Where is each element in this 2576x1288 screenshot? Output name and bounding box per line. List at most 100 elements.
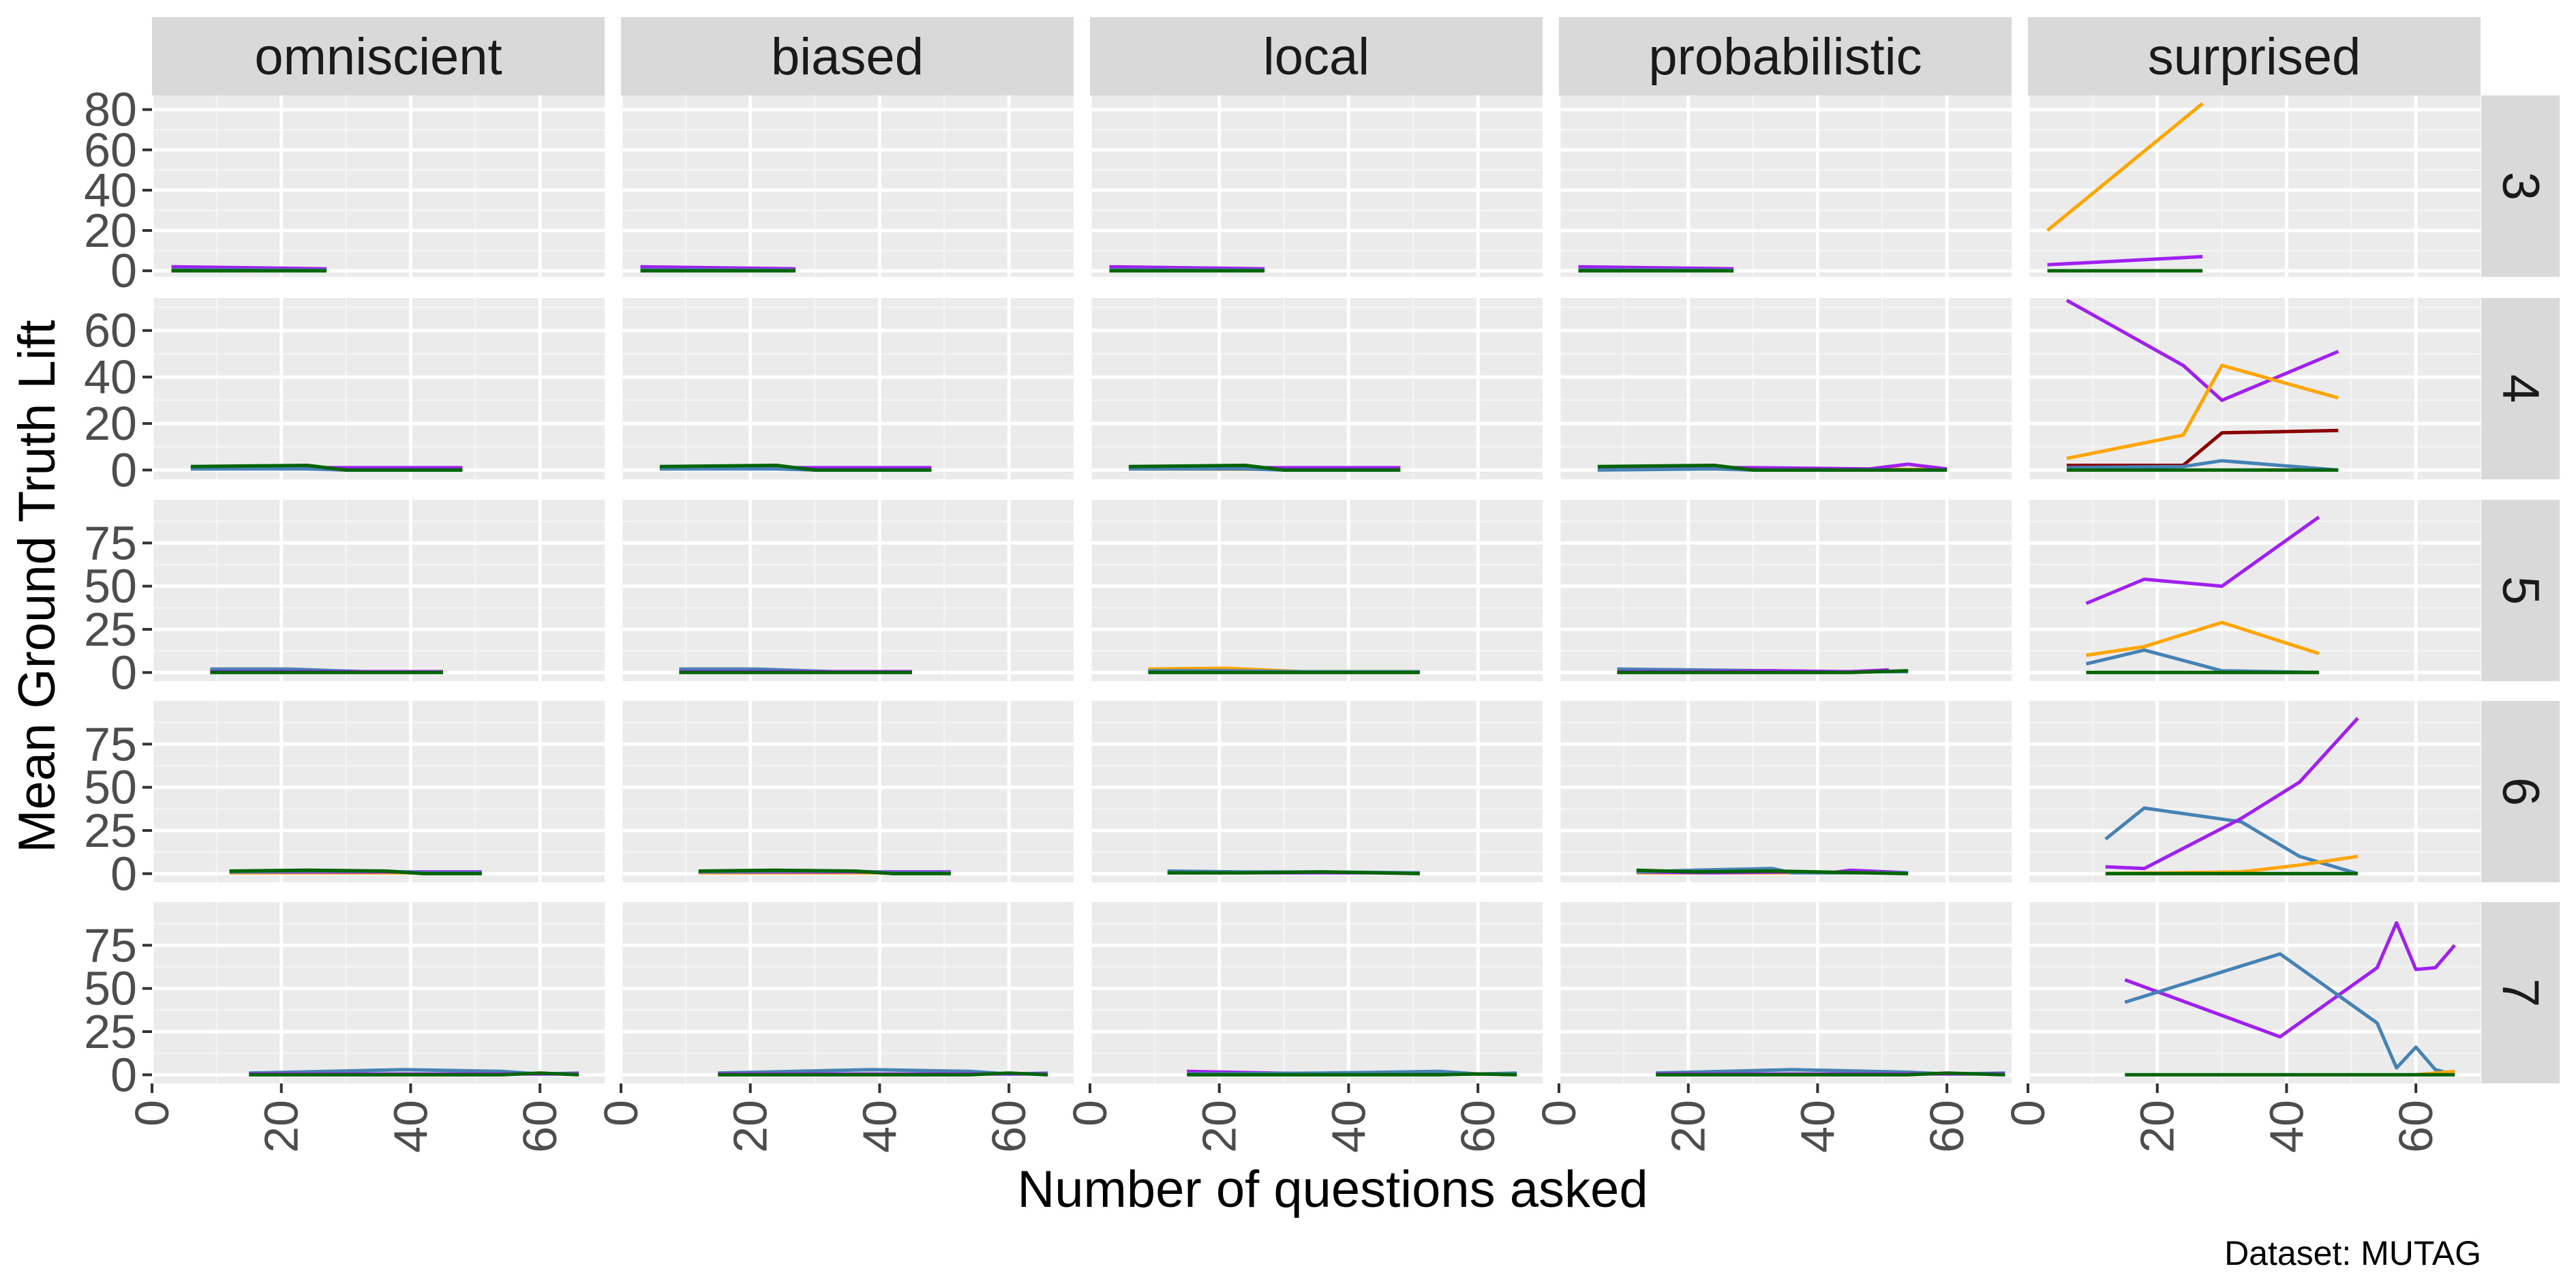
series-line-purple [2085, 515, 2320, 605]
x-tick-label: 60 [513, 1100, 566, 1153]
series-line-darkgreen [1597, 464, 1948, 472]
series-line-orange [2046, 102, 2204, 232]
panel-background [1090, 500, 1543, 681]
panel-background [1090, 298, 1543, 479]
x-tick-label: 0 [1532, 1100, 1586, 1126]
series-line-purple [2124, 920, 2456, 1039]
series-line-darkgreen [1636, 868, 1909, 875]
y-tick-label: 50 [84, 962, 137, 1015]
panel-biased-6 [619, 701, 1074, 882]
row-strip-label-6: 6 [2491, 777, 2549, 806]
y-tick-label: 0 [110, 443, 137, 496]
y-tick-label: 25 [84, 1005, 137, 1058]
x-tick-label: 0 [1063, 1100, 1117, 1126]
x-tick-label: 20 [255, 1100, 308, 1153]
panel-biased-3 [619, 95, 1074, 277]
panel-background [2028, 701, 2481, 882]
row-strip-6 [2481, 701, 2560, 882]
series-line-darkgreen [229, 868, 482, 875]
row-strips: 3 4 5 6 7 [2481, 95, 2560, 1083]
row-strip-label-5: 5 [2491, 576, 2549, 605]
panel-background [1559, 701, 2012, 882]
x-tick-label: 20 [1662, 1100, 1715, 1153]
series-line-orange [2066, 363, 2339, 460]
y-tick-label: 0 [110, 847, 137, 900]
strip-label-surprised: surprised [2148, 28, 2361, 86]
panel-omniscient-3 [150, 95, 605, 277]
panel-background [1090, 701, 1543, 882]
panel-surprised-7 [2026, 902, 2481, 1083]
y-axis-title: Mean Ground Truth Lift [8, 320, 66, 853]
x-tick-label: 40 [1322, 1100, 1375, 1153]
row-strip-3 [2481, 95, 2560, 277]
panel-omniscient-6 [150, 701, 605, 882]
panel-background [621, 298, 1074, 479]
panel-background [152, 701, 605, 882]
x-tick-label: 60 [2389, 1100, 2442, 1153]
panel-background [1090, 902, 1543, 1083]
series-line-darkgreen [1187, 1072, 1517, 1077]
x-tick-label: 0 [594, 1100, 648, 1126]
x-tick-label: 40 [1791, 1100, 1844, 1153]
x-tick-label: 60 [1451, 1100, 1504, 1153]
series-line-steelblue [2124, 952, 2455, 1077]
panel-local-7 [1088, 902, 1543, 1083]
row-strip-4 [2481, 298, 2560, 479]
x-tick-label: 40 [384, 1100, 437, 1153]
x-tick-label: 60 [1920, 1100, 1973, 1153]
series-line-darkgreen [1617, 669, 1909, 674]
panel-biased-4 [619, 298, 1074, 479]
panel-local-6 [1088, 701, 1543, 882]
strip-label-probabilistic: probabilistic [1648, 28, 1922, 86]
strip-probabilistic [1559, 17, 2012, 95]
panel-background [1559, 298, 2012, 479]
row-strip-label-4: 4 [2491, 374, 2549, 403]
column-strips: omniscient biased local probabilistic surpri… [152, 17, 2481, 95]
series-line-purple [2065, 299, 2339, 402]
panel-surprised-3 [2026, 95, 2481, 277]
x-tick-label: 60 [982, 1100, 1035, 1153]
panel-local-4 [1088, 298, 1543, 479]
row-strip-7 [2481, 902, 2560, 1083]
x-tick-label: 40 [2260, 1100, 2313, 1153]
strip-biased [621, 17, 1074, 95]
x-tick-label: 20 [1193, 1100, 1246, 1153]
panel-omniscient-4 [150, 298, 605, 479]
panel-omniscient-5 [150, 500, 605, 681]
panel-background [152, 298, 605, 479]
row-strip-5 [2481, 500, 2560, 681]
y-tick-label: 75 [84, 717, 137, 770]
panel-background [1559, 95, 2012, 277]
panel-background [152, 95, 605, 277]
series-line-darkgreen [1128, 464, 1401, 472]
panel-background [1559, 500, 2012, 681]
y-tick-label: 60 [84, 123, 137, 177]
y-tick-label: 50 [84, 560, 137, 613]
y-tick-label: 0 [110, 1048, 137, 1101]
panel-background [621, 902, 1074, 1083]
panel-background [2028, 298, 2481, 479]
y-tick-label: 25 [84, 804, 137, 857]
y-tick-label: 75 [84, 918, 137, 972]
panel-surprised-4 [2026, 298, 2481, 479]
y-tick-label: 50 [84, 761, 137, 814]
panel-probabilistic-6 [1557, 701, 2012, 882]
series-line-darkgreen [190, 464, 463, 472]
strip-omniscient [152, 17, 605, 95]
x-tick-label: 0 [125, 1100, 179, 1126]
x-tick-label: 0 [2001, 1100, 2055, 1126]
series-line-purple [2047, 254, 2203, 267]
strip-label-local: local [1263, 28, 1369, 86]
facet-panels [150, 95, 2481, 1083]
y-tick-label: 75 [84, 516, 137, 569]
series-line-darkgreen [659, 464, 932, 472]
panel-probabilistic-4 [1557, 298, 2012, 479]
panel-background [621, 701, 1074, 882]
series-line-steelblue [2066, 459, 2339, 472]
panel-surprised-6 [2026, 701, 2481, 882]
y-tick-label: 40 [84, 164, 137, 217]
strip-surprised [2028, 17, 2481, 95]
panel-omniscient-7 [150, 902, 605, 1083]
